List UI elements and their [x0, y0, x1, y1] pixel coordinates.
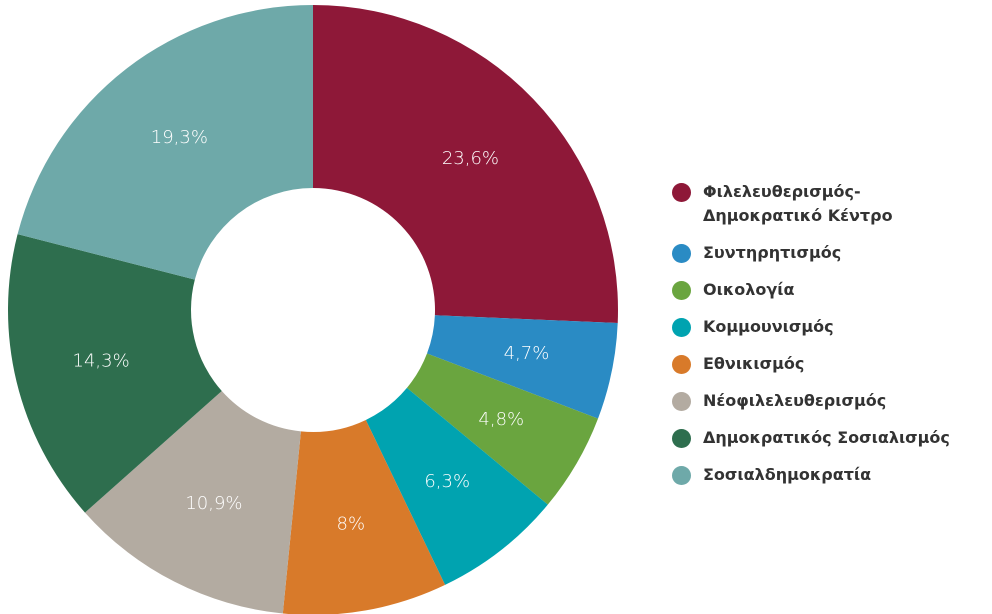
legend: Φιλελευθερισμός-Δημοκρατικό Κέντρο Συντηρ…	[672, 180, 988, 500]
legend-item: Συντηρητισμός	[672, 241, 988, 265]
legend-swatch	[672, 318, 691, 337]
legend-item: Δημοκρατικός Σοσιαλισμός	[672, 426, 988, 450]
slice	[282, 419, 446, 614]
legend-label: Οικολογία	[703, 280, 795, 299]
legend-swatch	[672, 281, 691, 300]
legend-swatch	[672, 183, 691, 202]
legend-label: Δημοκρατικός Σοσιαλισμός	[703, 428, 950, 447]
legend-item: Νέοφιλελευθερισμός	[672, 389, 988, 413]
legend-swatch	[672, 466, 691, 485]
data-label: 6,3%	[424, 471, 470, 492]
legend-item: Σοσιαλδημοκρατία	[672, 463, 988, 487]
data-label: 8%	[337, 514, 366, 535]
data-label: 4,7%	[504, 343, 550, 364]
slice	[313, 5, 618, 324]
legend-item: Οικολογία	[672, 278, 988, 302]
legend-label: Φιλελευθερισμός-Δημοκρατικό Κέντρο	[703, 182, 893, 225]
data-label: 4,8%	[478, 409, 524, 430]
legend-item: Εθνικισμός	[672, 352, 988, 376]
legend-label: Συντηρητισμός	[703, 243, 842, 262]
chart: 23,6% 4,7% 4,8% 6,3% 8% 10,9% 14,3% 19,3%	[7, 5, 618, 614]
slice	[406, 353, 599, 505]
legend-swatch	[672, 244, 691, 263]
slice	[17, 5, 313, 280]
data-label: 10,9%	[185, 493, 242, 514]
legend-swatch	[672, 429, 691, 448]
legend-label: Εθνικισμός	[703, 354, 805, 373]
data-label: 14,3%	[73, 350, 130, 371]
slice	[7, 234, 222, 513]
legend-item: Φιλελευθερισμός-Δημοκρατικό Κέντρο	[672, 180, 988, 228]
legend-label: Νέοφιλελευθερισμός	[703, 391, 887, 410]
legend-item: Κομμουνισμός	[672, 315, 988, 339]
data-label: 19,3%	[151, 127, 208, 148]
data-label: 23,6%	[442, 148, 499, 169]
legend-swatch	[672, 392, 691, 411]
legend-swatch	[672, 355, 691, 374]
legend-label: Σοσιαλδημοκρατία	[703, 465, 872, 484]
slice	[427, 315, 618, 419]
slice	[84, 391, 301, 614]
slice	[365, 387, 548, 585]
legend-label: Κομμουνισμός	[703, 317, 834, 336]
